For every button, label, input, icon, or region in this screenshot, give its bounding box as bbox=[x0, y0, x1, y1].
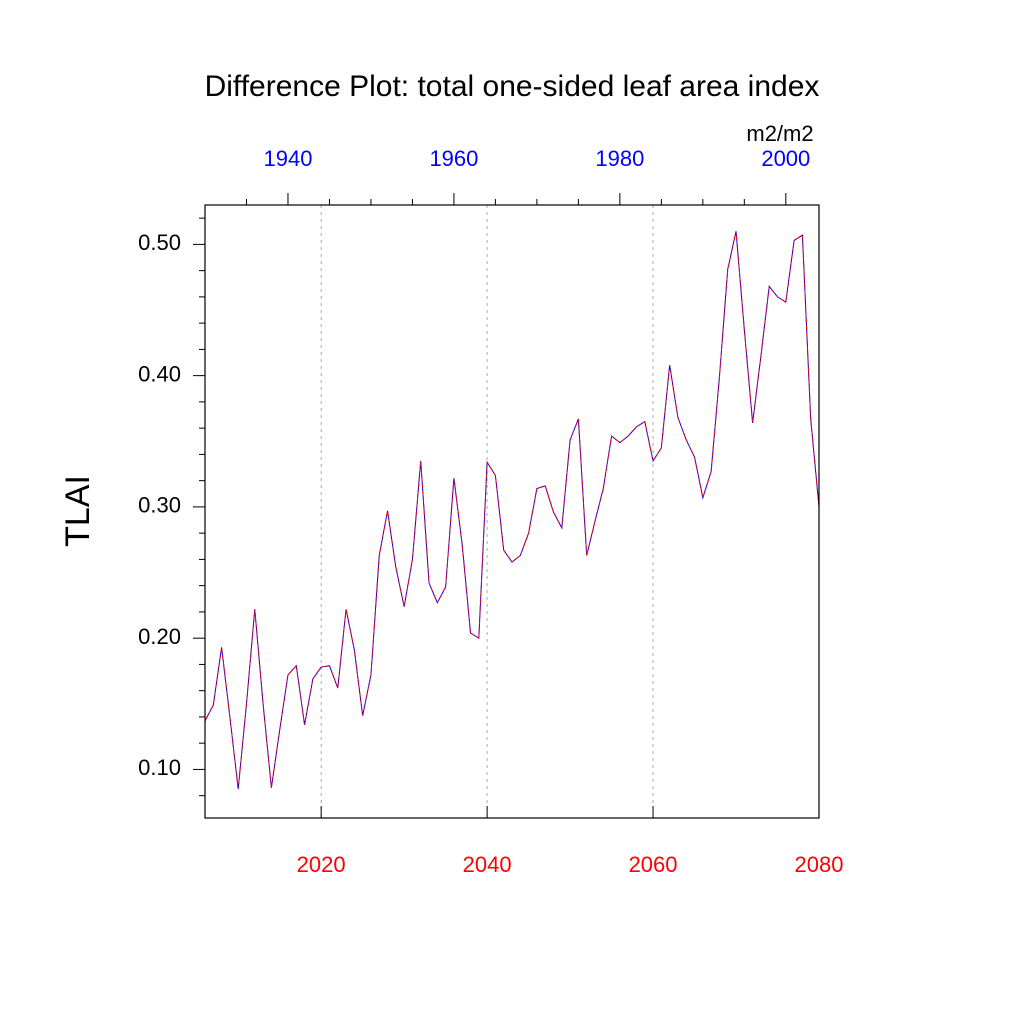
x-tick-label: 2040 bbox=[463, 852, 512, 877]
x2-tick-label: 1980 bbox=[595, 146, 644, 171]
chart-title: Difference Plot: total one-sided leaf ar… bbox=[205, 70, 820, 103]
y-axis-label: TLAI bbox=[59, 475, 97, 547]
x2-tick-label: 2000 bbox=[761, 146, 810, 171]
y-tick-label: 0.50 bbox=[138, 230, 181, 255]
y-tick-label: 0.30 bbox=[138, 493, 181, 518]
x2-tick-label: 1940 bbox=[263, 146, 312, 171]
x2-tick-label: 1960 bbox=[429, 146, 478, 171]
data-line bbox=[204, 231, 820, 790]
y-tick-label: 0.40 bbox=[138, 361, 181, 386]
y-tick-label: 0.20 bbox=[138, 624, 181, 649]
x-tick-label: 2080 bbox=[795, 852, 844, 877]
plot-frame bbox=[204, 204, 820, 819]
x-tick-label: 2060 bbox=[629, 852, 678, 877]
units-label: m2/m2 bbox=[746, 121, 813, 146]
x-tick-label: 2020 bbox=[297, 852, 346, 877]
data-line bbox=[204, 231, 820, 790]
y-tick-label: 0.10 bbox=[138, 755, 181, 780]
